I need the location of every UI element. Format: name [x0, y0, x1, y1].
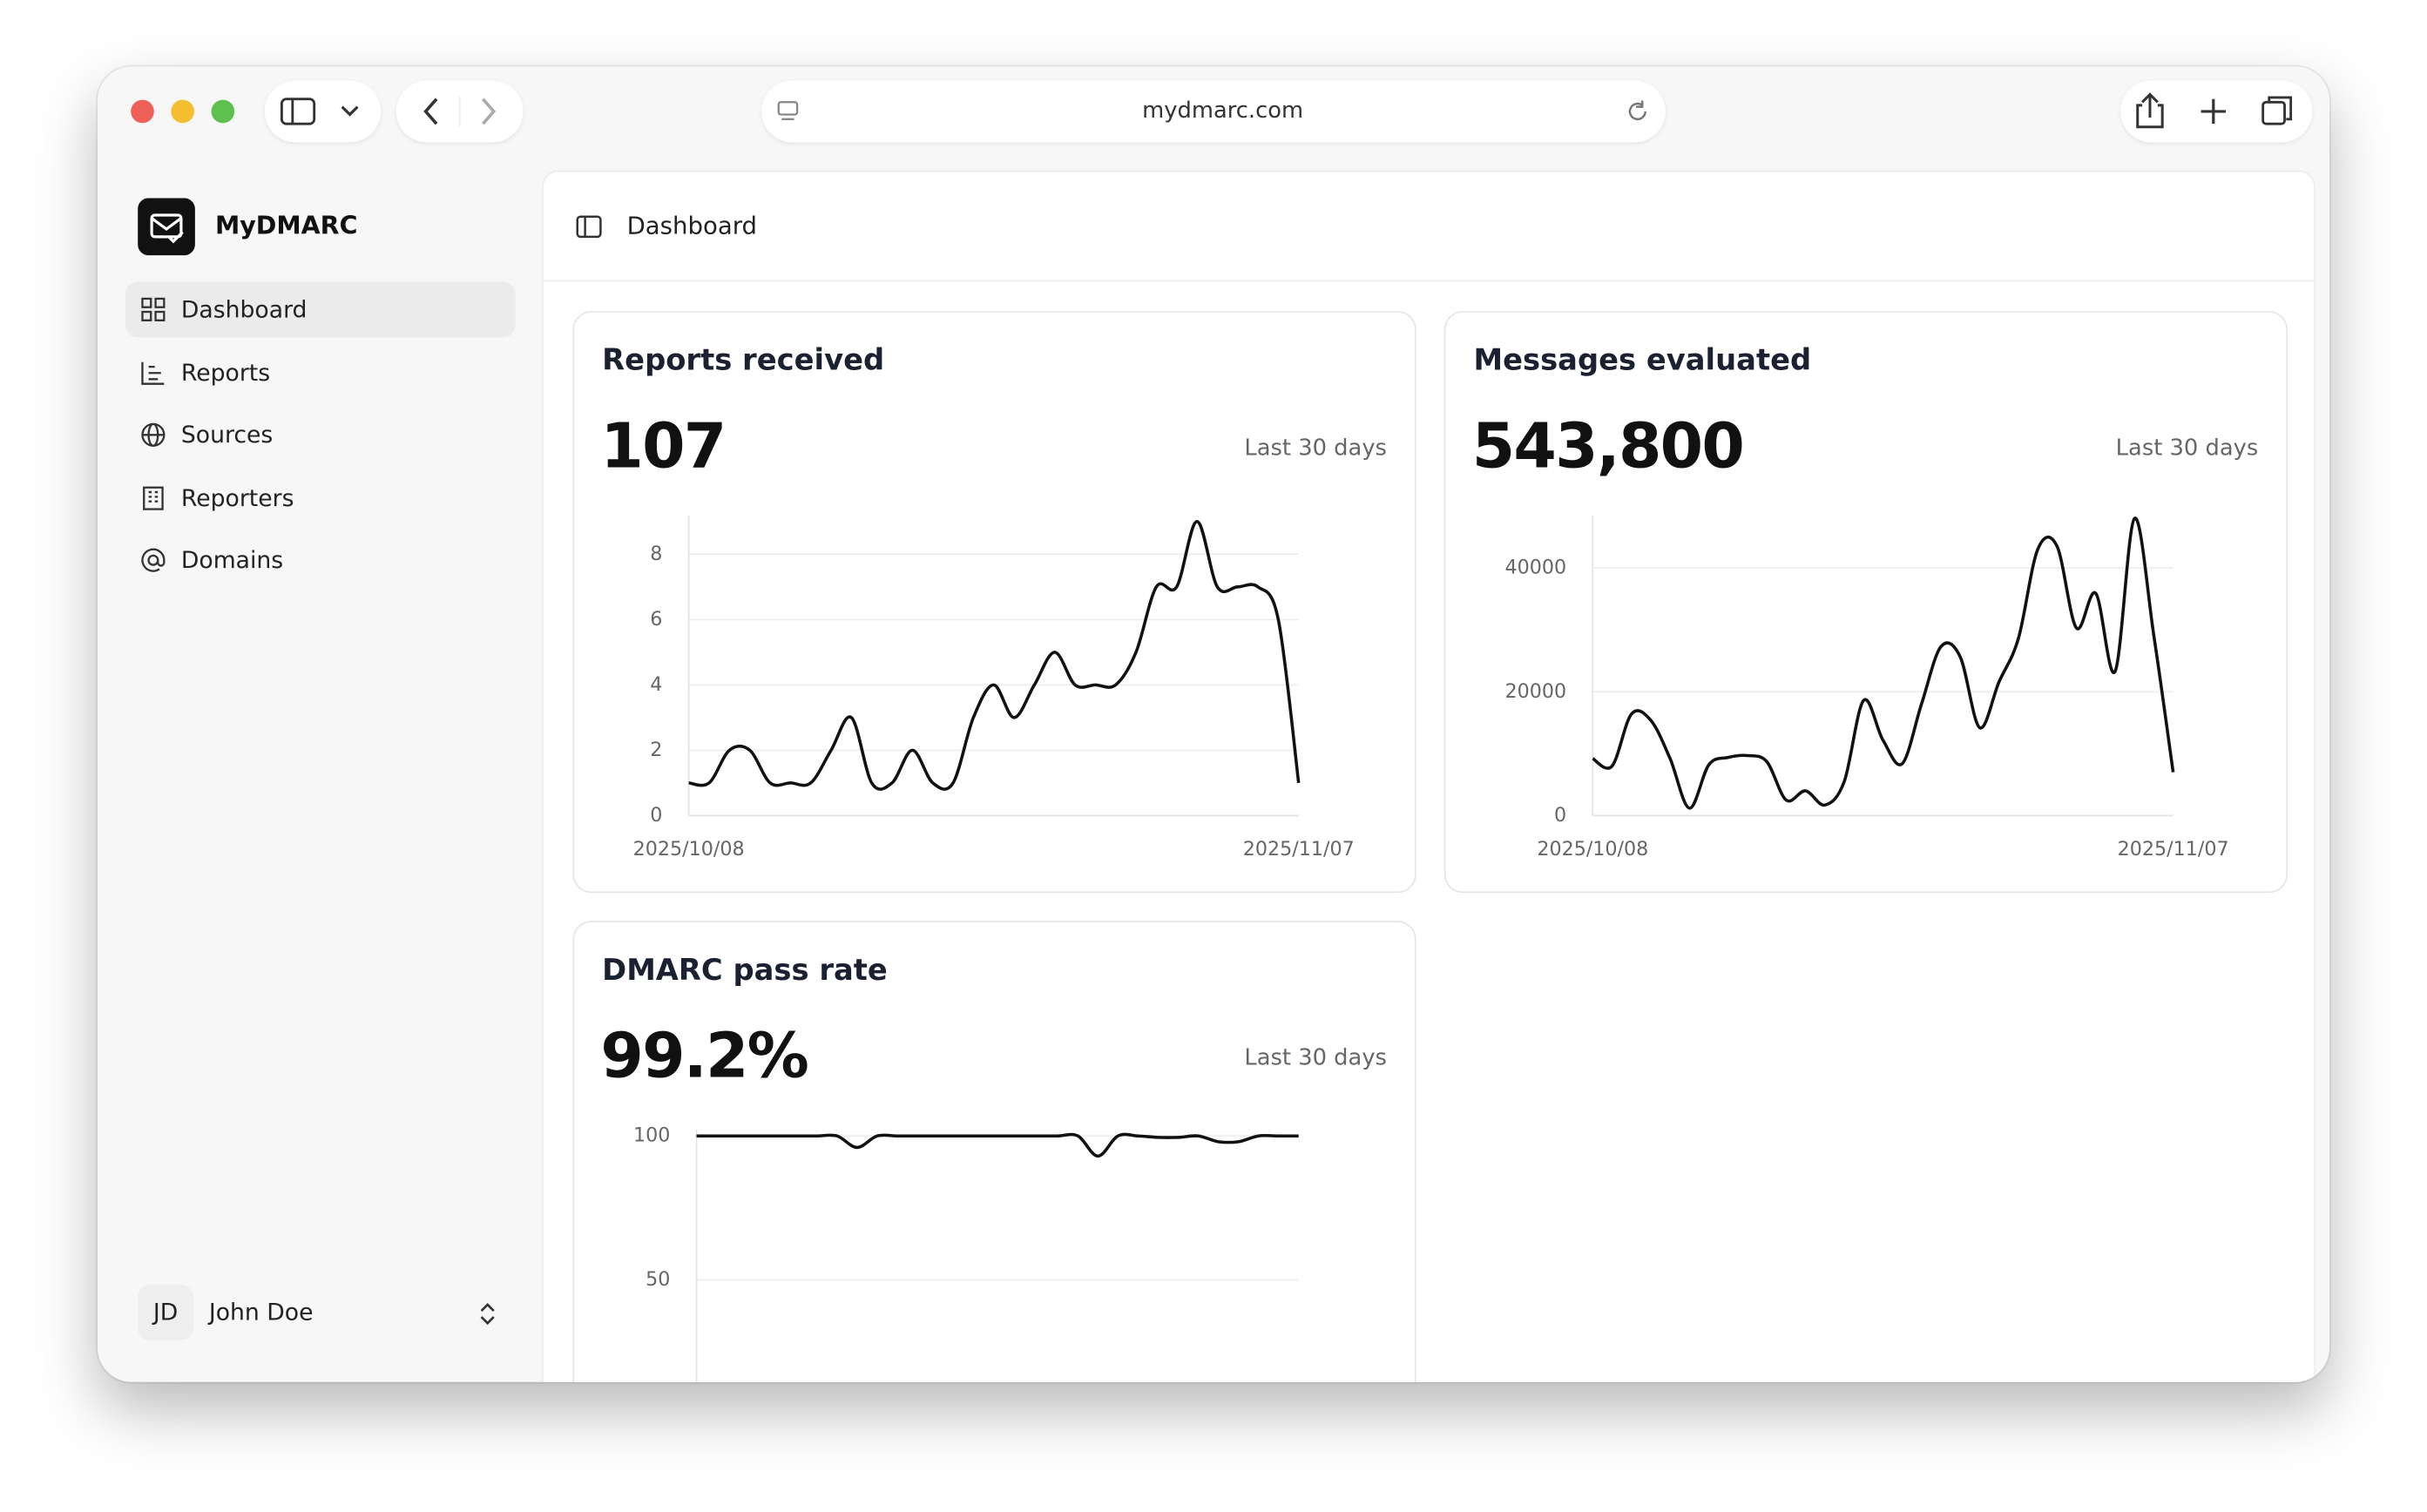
card: Reports received 107 Last 30 days: [572, 311, 1416, 894]
nav-item[interactable]: Reporters: [125, 470, 516, 526]
metric: 99.2%: [600, 1021, 808, 1093]
nav-buttons[interactable]: [395, 80, 524, 143]
metric: 543,800: [1471, 411, 1745, 483]
app-name: MyDMARC: [214, 210, 358, 240]
nav-label: Dashboard: [180, 295, 308, 324]
app-logo: [138, 198, 195, 256]
nav-label: Reporters: [180, 484, 294, 513]
nav-label: Domains: [180, 546, 284, 575]
nav-item[interactable]: Reports: [125, 345, 516, 401]
card-title: DMARC pass rate: [602, 953, 888, 988]
period: Last 30 days: [1244, 436, 1388, 462]
user-avatar[interactable]: JD: [138, 1284, 194, 1340]
toolbar-actions[interactable]: [2120, 80, 2313, 143]
user-name[interactable]: John Doe: [208, 1298, 314, 1326]
card: DMARC pass rate 99.2% Last 30 days: [572, 921, 1416, 1382]
browser-window: mydmarc.com MyDMARC Dashboard Reports So…: [97, 66, 2330, 1382]
breadcrumb: Dashboard: [626, 212, 758, 240]
card-title: Messages evaluated: [1473, 343, 1812, 378]
address-bar[interactable]: mydmarc.com: [761, 80, 1666, 143]
nav-item[interactable]: Dashboard: [125, 281, 516, 338]
metric: 107: [600, 411, 727, 483]
nav-label: Reports: [180, 359, 271, 388]
url: mydmarc.com: [1142, 98, 1304, 125]
user-menu[interactable]: [475, 1300, 499, 1328]
nav-item[interactable]: Domains: [125, 532, 516, 588]
card-title: Reports received: [602, 343, 885, 378]
period: Last 30 days: [1244, 1046, 1388, 1071]
nav-item[interactable]: Sources: [125, 407, 516, 462]
header-divider: [543, 280, 2315, 282]
panel-toggle[interactable]: [576, 213, 604, 241]
card: Messages evaluated 543,800 Last 30 days: [1443, 311, 2288, 894]
nav-label: Sources: [180, 421, 274, 449]
period: Last 30 days: [2115, 436, 2259, 462]
sidebar-toggle[interactable]: [264, 80, 382, 143]
window-controls[interactable]: [128, 99, 240, 124]
